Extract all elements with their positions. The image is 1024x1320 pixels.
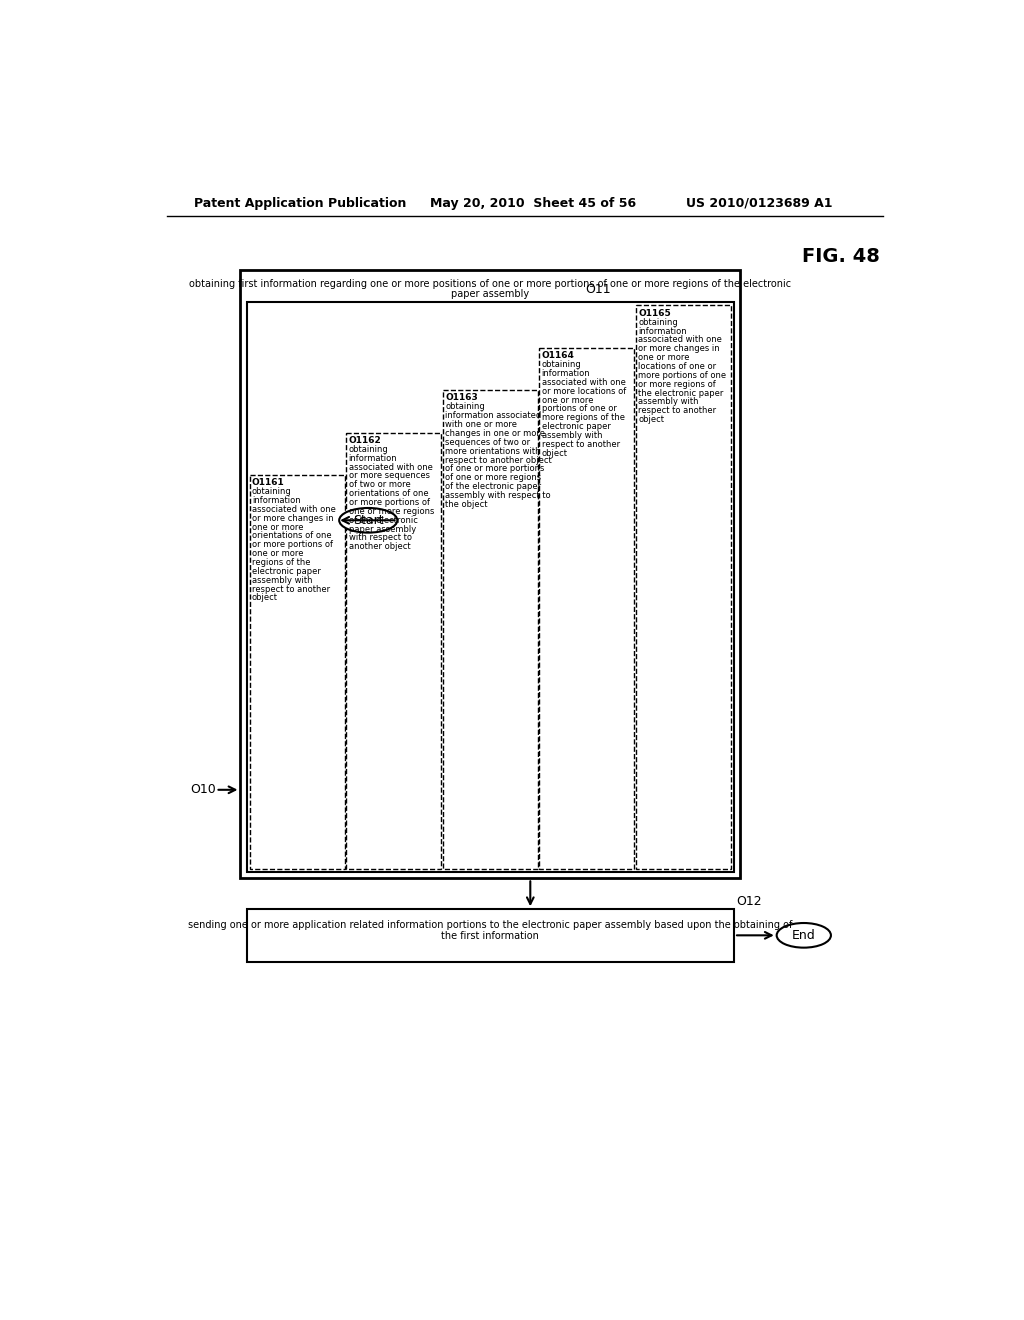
Bar xyxy=(247,302,734,873)
Text: respect to another: respect to another xyxy=(252,585,330,594)
Text: object: object xyxy=(542,449,567,458)
Text: with respect to: with respect to xyxy=(348,533,412,543)
Bar xyxy=(346,433,441,869)
Text: O1163: O1163 xyxy=(445,393,478,403)
Text: or more sequences: or more sequences xyxy=(348,471,429,480)
Text: O1161: O1161 xyxy=(252,478,285,487)
Text: portions of one or: portions of one or xyxy=(542,404,616,413)
Bar xyxy=(540,348,635,869)
Text: information: information xyxy=(638,326,687,335)
Text: the first information: the first information xyxy=(441,931,540,941)
Text: End: End xyxy=(792,929,816,942)
Text: object: object xyxy=(638,416,665,424)
Text: of one or more portions: of one or more portions xyxy=(445,465,545,474)
Text: information: information xyxy=(348,454,397,463)
Text: or more changes in: or more changes in xyxy=(638,345,720,354)
Text: assembly with: assembly with xyxy=(542,430,602,440)
Text: or more portions of: or more portions of xyxy=(348,498,429,507)
Text: O11: O11 xyxy=(586,284,611,296)
Text: FIG. 48: FIG. 48 xyxy=(802,247,880,265)
Text: orientations of one: orientations of one xyxy=(348,490,428,498)
Text: more orientations with: more orientations with xyxy=(445,446,541,455)
Text: paper assembly: paper assembly xyxy=(452,289,529,298)
Bar xyxy=(442,391,538,869)
Text: O1164: O1164 xyxy=(542,351,574,360)
Text: May 20, 2010  Sheet 45 of 56: May 20, 2010 Sheet 45 of 56 xyxy=(430,197,636,210)
Text: electronic paper: electronic paper xyxy=(252,566,321,576)
Text: of two or more: of two or more xyxy=(348,480,411,490)
Text: respect to another object: respect to another object xyxy=(445,455,552,465)
Text: information: information xyxy=(252,496,301,506)
Ellipse shape xyxy=(339,508,397,533)
Text: sequences of two or: sequences of two or xyxy=(445,438,530,447)
Text: assembly with: assembly with xyxy=(252,576,312,585)
Text: more portions of one: more portions of one xyxy=(638,371,726,380)
Text: paper assembly: paper assembly xyxy=(348,524,416,533)
Ellipse shape xyxy=(776,923,830,948)
Text: the object: the object xyxy=(445,500,487,510)
Text: information associated: information associated xyxy=(445,412,542,420)
Bar xyxy=(636,305,731,869)
Text: associated with one: associated with one xyxy=(348,462,432,471)
Text: O1165: O1165 xyxy=(638,309,671,318)
Text: orientations of one: orientations of one xyxy=(252,532,332,540)
Text: respect to another: respect to another xyxy=(542,440,620,449)
Text: assembly with respect to: assembly with respect to xyxy=(445,491,551,500)
Text: associated with one: associated with one xyxy=(542,378,626,387)
Text: of one or more regions: of one or more regions xyxy=(445,474,542,482)
Text: or more portions of: or more portions of xyxy=(252,540,333,549)
Text: associated with one: associated with one xyxy=(638,335,722,345)
Text: locations of one or: locations of one or xyxy=(638,362,717,371)
Text: the electronic paper: the electronic paper xyxy=(638,388,724,397)
Text: another object: another object xyxy=(348,543,411,552)
Text: US 2010/0123689 A1: US 2010/0123689 A1 xyxy=(686,197,833,210)
Text: regions of the: regions of the xyxy=(252,558,310,568)
Text: Patent Application Publication: Patent Application Publication xyxy=(194,197,407,210)
Text: one or more: one or more xyxy=(252,549,303,558)
Text: obtaining: obtaining xyxy=(638,318,678,327)
Text: Start: Start xyxy=(353,513,384,527)
Text: O1162: O1162 xyxy=(348,436,381,445)
Text: information: information xyxy=(542,370,590,378)
Text: sending one or more application related information portions to the electronic p: sending one or more application related … xyxy=(188,920,793,929)
Text: of the electronic paper: of the electronic paper xyxy=(445,482,542,491)
Bar xyxy=(250,475,345,869)
Text: respect to another: respect to another xyxy=(638,407,717,416)
Text: object: object xyxy=(252,594,278,602)
Text: electronic paper: electronic paper xyxy=(542,422,610,432)
Text: assembly with: assembly with xyxy=(638,397,698,407)
Text: of the electronic: of the electronic xyxy=(348,516,418,524)
Text: O10: O10 xyxy=(190,783,216,796)
Text: or more changes in: or more changes in xyxy=(252,513,334,523)
Text: changes in one or more: changes in one or more xyxy=(445,429,545,438)
Text: one or more: one or more xyxy=(542,396,593,404)
Text: one or more regions: one or more regions xyxy=(348,507,434,516)
Text: one or more: one or more xyxy=(638,354,690,362)
Text: O12: O12 xyxy=(736,895,762,908)
Text: associated with one: associated with one xyxy=(252,506,336,513)
Bar xyxy=(241,271,740,878)
Text: obtaining first information regarding one or more positions of one or more porti: obtaining first information regarding on… xyxy=(189,280,792,289)
Text: obtaining: obtaining xyxy=(348,445,388,454)
Text: obtaining: obtaining xyxy=(445,403,485,412)
Text: obtaining: obtaining xyxy=(252,487,292,496)
Text: or more regions of: or more regions of xyxy=(638,380,716,389)
Text: or more locations of: or more locations of xyxy=(542,387,626,396)
Bar xyxy=(247,909,734,961)
Text: one or more: one or more xyxy=(252,523,303,532)
Text: obtaining: obtaining xyxy=(542,360,582,370)
Text: with one or more: with one or more xyxy=(445,420,517,429)
Text: more regions of the: more regions of the xyxy=(542,413,625,422)
